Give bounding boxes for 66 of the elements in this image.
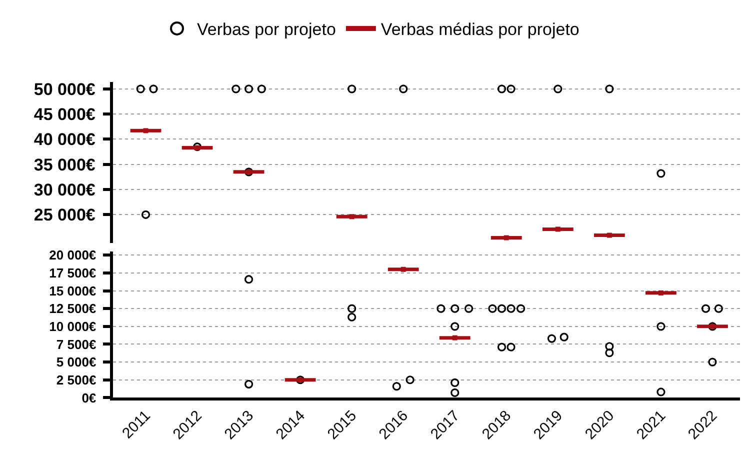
point (506, 84, 516, 94)
point (560, 332, 568, 342)
point (547, 334, 556, 343)
point (658, 290, 664, 296)
point (606, 232, 612, 238)
point (656, 169, 666, 178)
point (149, 84, 158, 94)
point (141, 210, 150, 219)
point (399, 84, 408, 94)
point (257, 84, 266, 94)
point (136, 84, 145, 94)
point (504, 235, 509, 240)
point (244, 275, 254, 284)
y-tick-label: 2 500€ (56, 372, 96, 388)
point (555, 226, 560, 232)
point (400, 266, 406, 272)
y-tick-label: 7 500€ (56, 336, 96, 352)
point (497, 304, 506, 313)
point (450, 388, 460, 398)
point (605, 348, 614, 358)
point (506, 342, 516, 352)
point (516, 304, 526, 313)
point (392, 382, 401, 391)
point (406, 376, 414, 384)
point (701, 304, 710, 313)
point (497, 84, 506, 94)
point (232, 84, 240, 94)
y-tick-label: 5 000€ (56, 354, 96, 370)
y-tick-label: 20 000€ (49, 248, 96, 263)
y-tick-label: 25 000€ (34, 206, 96, 225)
point (349, 214, 354, 220)
point (348, 304, 356, 313)
y-tick-label: 45 000€ (34, 105, 96, 124)
point (656, 388, 666, 396)
point (452, 335, 458, 340)
y-tick-label: 35 000€ (34, 155, 96, 174)
point (714, 304, 723, 313)
y-tick-label: 0€ (82, 390, 96, 406)
point (450, 304, 460, 313)
point (348, 84, 356, 94)
y-tick-label: 10 000€ (49, 318, 96, 334)
point (348, 312, 356, 322)
point (497, 342, 506, 352)
point (488, 304, 497, 313)
point (244, 84, 254, 94)
y-tick-label: 50 000€ (34, 80, 96, 99)
point (192, 142, 202, 152)
point (450, 378, 460, 388)
point (143, 128, 148, 134)
point (450, 322, 460, 331)
y-tick-label: 15 000€ (49, 283, 96, 298)
legend-label: Verbas por projeto (197, 20, 336, 40)
point (436, 304, 446, 313)
y-tick-label: 17 500€ (49, 265, 96, 280)
point (605, 84, 614, 94)
y-tick-label: 30 000€ (34, 180, 96, 200)
point (708, 358, 717, 366)
y-tick-label: 12 500€ (49, 301, 96, 316)
legend-label: Verbas médias por projeto (380, 20, 580, 40)
point (244, 380, 254, 388)
point (605, 342, 614, 351)
point (656, 322, 666, 331)
y-tick-label: 40 000€ (34, 130, 96, 150)
point (464, 304, 474, 313)
point (506, 304, 516, 313)
point (554, 84, 562, 94)
